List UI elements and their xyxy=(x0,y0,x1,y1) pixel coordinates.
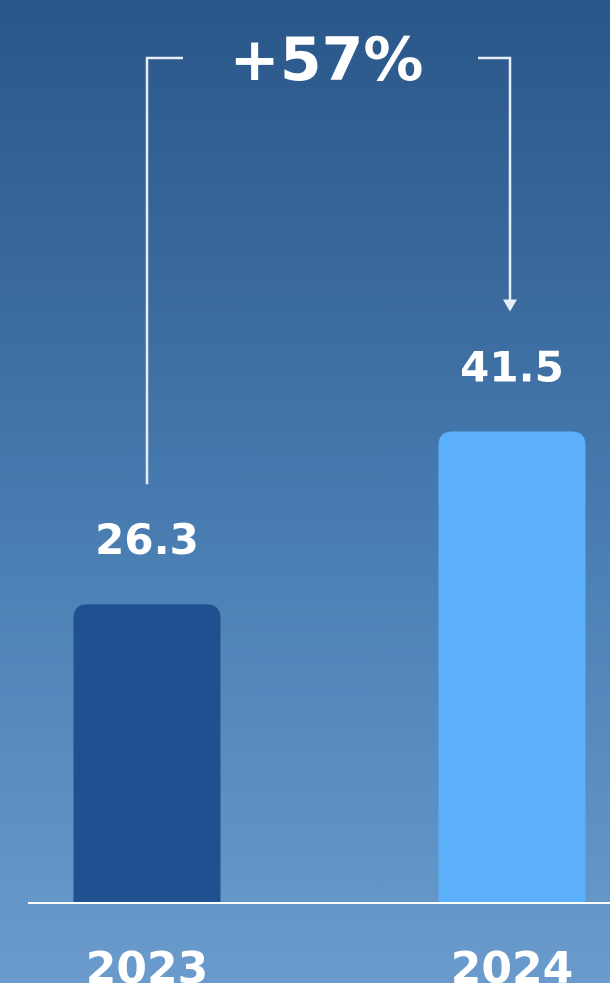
category-label-2023: 2023 xyxy=(86,943,208,983)
bar-2023 xyxy=(73,604,221,903)
value-label-2024: 41.5 xyxy=(460,343,564,392)
labels-layer: 26.3 2023 41.5 2024 xyxy=(86,343,573,983)
growth-percentage-label: +57% xyxy=(230,25,424,95)
growth-arrowhead xyxy=(503,299,517,312)
bar-2024 xyxy=(438,431,586,903)
value-label-2023: 26.3 xyxy=(95,515,199,564)
bars-layer xyxy=(73,431,586,903)
growth-bracket xyxy=(145,56,512,485)
category-label-2024: 2024 xyxy=(451,943,573,983)
